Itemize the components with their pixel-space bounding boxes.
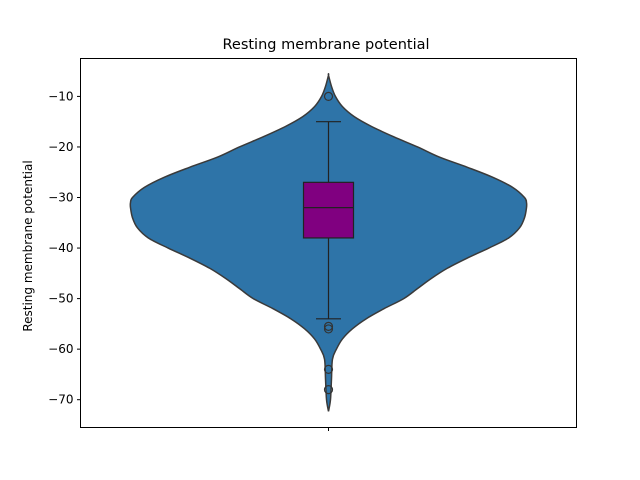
chart-title: Resting membrane potential bbox=[222, 37, 429, 53]
y-axis-label: Resting membrane potential bbox=[21, 160, 35, 331]
iqr-box bbox=[302, 181, 355, 239]
y-tick-label: −20 bbox=[48, 140, 73, 154]
y-tick-label: −50 bbox=[48, 292, 73, 306]
outlier-point bbox=[323, 324, 334, 334]
y-tick-label: −10 bbox=[48, 89, 73, 103]
y-tick-label: −60 bbox=[48, 342, 73, 356]
y-tick-label: −70 bbox=[48, 393, 73, 407]
outlier-point bbox=[323, 91, 334, 102]
y-tick-label: −30 bbox=[48, 191, 73, 205]
y-axis: −10 −20 −30 −40 −50 −60 −70 bbox=[48, 89, 81, 407]
plot-frame bbox=[80, 58, 577, 428]
outlier-point bbox=[323, 364, 334, 374]
y-tick-label: −40 bbox=[48, 241, 73, 255]
outlier-point bbox=[323, 321, 334, 332]
outlier-point bbox=[323, 384, 334, 395]
plot-area bbox=[129, 73, 528, 412]
